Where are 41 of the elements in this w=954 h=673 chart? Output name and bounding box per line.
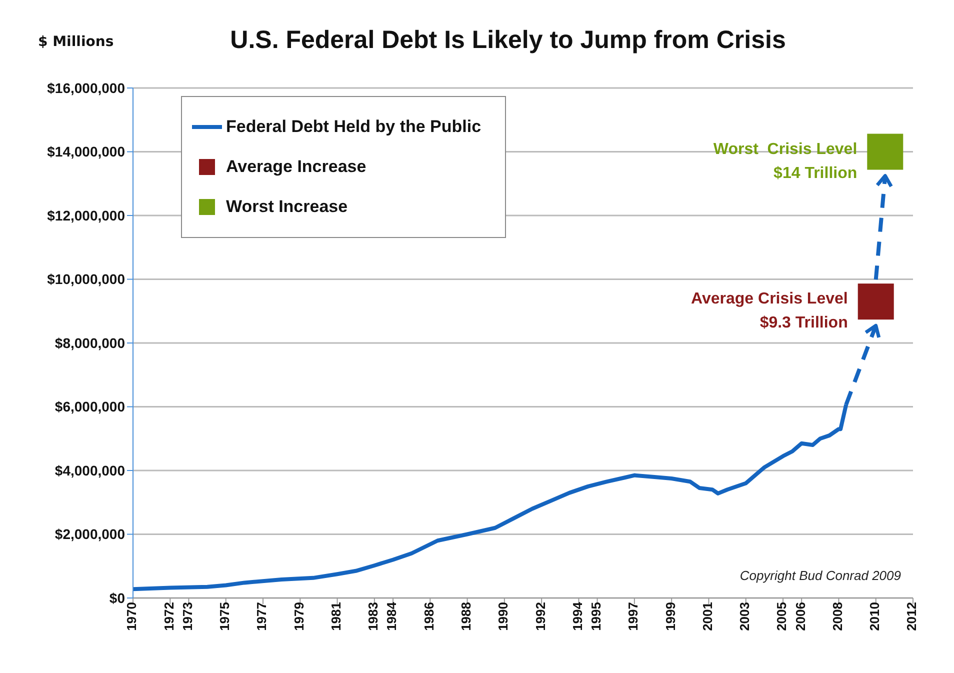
annotation: Copyright Bud Conrad 2009 bbox=[740, 568, 901, 583]
x-tick-label: 1979 bbox=[291, 602, 306, 631]
x-tick-label: 1992 bbox=[532, 602, 548, 631]
y-tick-label: $0 bbox=[109, 590, 126, 606]
x-tick-label: 1975 bbox=[217, 602, 232, 631]
x-tick-label: 1999 bbox=[662, 602, 678, 631]
x-tick-label: 2008 bbox=[830, 602, 845, 631]
x-tick-label: 1972 bbox=[161, 602, 176, 631]
y-tick-label: $10,000,000 bbox=[47, 271, 126, 288]
x-tick-label: 1970 bbox=[124, 602, 140, 631]
y-axis-title: $ Millions bbox=[38, 34, 114, 50]
chart-title: U.S. Federal Debt Is Likely to Jump from Crisis bbox=[230, 26, 786, 54]
x-tick-label: 2003 bbox=[737, 602, 752, 631]
x-tick-label: 2010 bbox=[867, 602, 882, 631]
x-tick-label: 1984 bbox=[384, 601, 400, 631]
x-tick-label: 1986 bbox=[421, 602, 436, 631]
x-tick-label: 2005 bbox=[774, 602, 790, 631]
annotation: Average Crisis Level $9.3 Trillion bbox=[691, 290, 848, 332]
x-tick-label: 1997 bbox=[626, 602, 641, 631]
y-tick-label: $12,000,000 bbox=[47, 207, 126, 224]
x-tick-label: 1983 bbox=[366, 602, 381, 631]
x-tick-label: 1995 bbox=[588, 602, 604, 631]
annotation: Worst Crisis Level $14 Trillion bbox=[713, 140, 858, 182]
x-tick-label: 1973 bbox=[180, 602, 195, 631]
y-tick-label: $2,000,000 bbox=[54, 526, 126, 542]
x-tick-label: 1981 bbox=[328, 602, 344, 631]
legend-label: Worst Increase bbox=[226, 197, 348, 217]
legend-label: Federal Debt Held by the Public bbox=[226, 117, 482, 137]
y-tick-label: $14,000,000 bbox=[47, 144, 126, 160]
y-tick-label: $8,000,000 bbox=[54, 334, 126, 351]
x-tick-label: 1977 bbox=[254, 602, 270, 631]
x-tick-label: 1988 bbox=[458, 602, 474, 631]
x-tick-label: 1994 bbox=[570, 601, 585, 631]
x-tick-label: 2006 bbox=[792, 602, 808, 631]
y-tick-label: $16,000,000 bbox=[47, 80, 126, 96]
legend-label: Average Increase bbox=[226, 157, 366, 177]
y-tick-label: $6,000,000 bbox=[54, 398, 126, 415]
x-tick-label: 2012 bbox=[904, 602, 920, 631]
x-tick-label: 2001 bbox=[700, 602, 715, 631]
x-tick-label: 1990 bbox=[496, 602, 511, 631]
y-tick-label: $4,000,000 bbox=[54, 462, 126, 478]
